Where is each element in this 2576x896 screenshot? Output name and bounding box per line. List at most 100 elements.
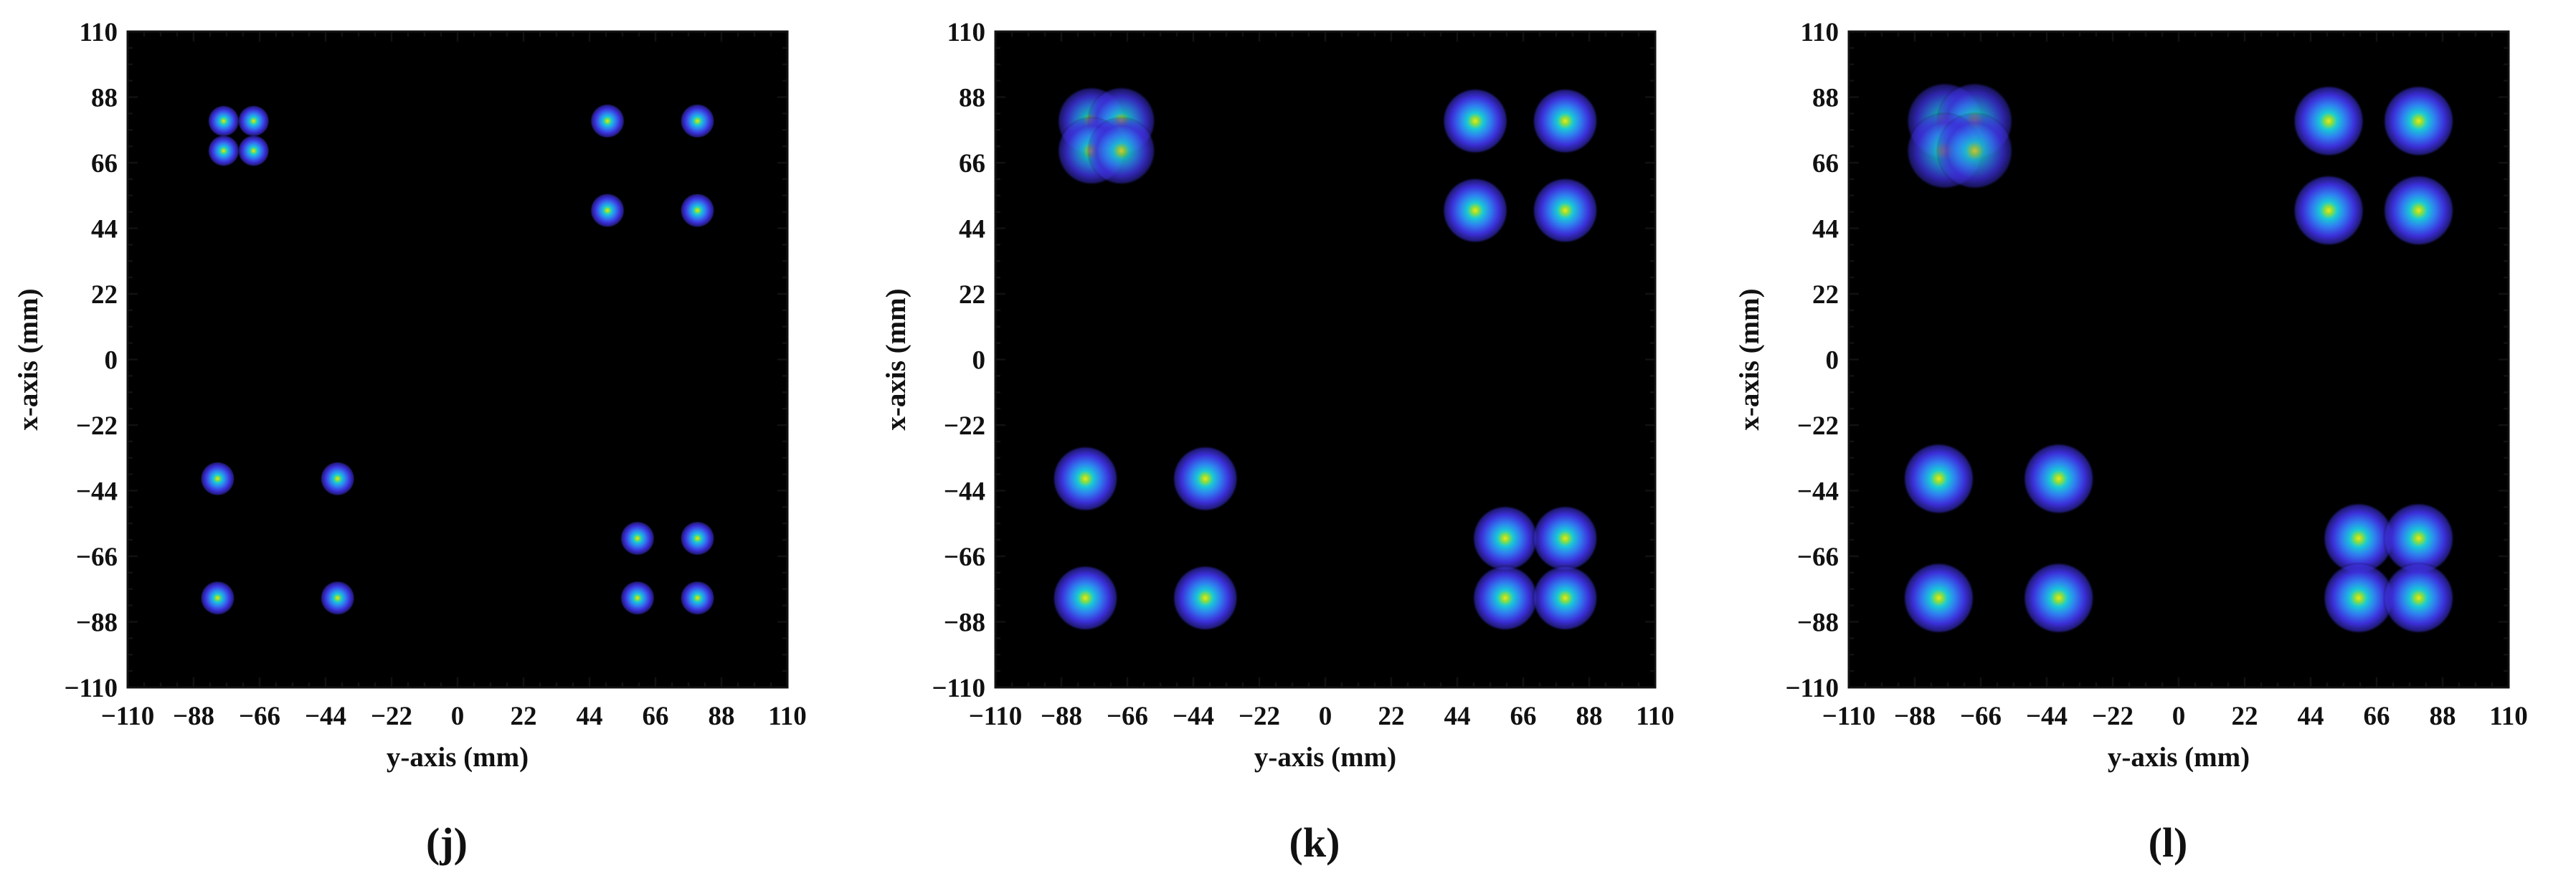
intensity-spot xyxy=(1052,445,1119,513)
x-tick-label: 88 xyxy=(2430,702,2456,731)
x-tick-label: −22 xyxy=(1239,702,1280,731)
intensity-spot xyxy=(590,193,625,228)
heatmap-svg: −110 −88 −66 −44 −22 0 22 44 66 88 110 110 88 66 44 22 0… xyxy=(881,18,1675,866)
y-tick-label: 110 xyxy=(80,18,118,47)
x-tick-label: −44 xyxy=(2026,702,2068,731)
intensity-spot xyxy=(200,581,235,616)
intensity-spot xyxy=(207,105,240,137)
y-axis-label: x-axis (mm) xyxy=(1734,288,1765,430)
tick-marks xyxy=(126,30,789,689)
intensity-spot xyxy=(1532,87,1599,154)
intensity-spot xyxy=(590,103,625,138)
intensity-spot xyxy=(200,461,235,496)
heatmap-panel-l: −110 −88 −66 −44 −22 0 22 44 66 88 110 110 88 66 44 22 0… xyxy=(1721,0,2575,896)
x-axis-label: y-axis (mm) xyxy=(387,742,529,773)
x-tick-label: −66 xyxy=(239,702,280,731)
x-tick-label: 22 xyxy=(1378,702,1405,731)
y-tick-label: 0 xyxy=(105,346,118,376)
intensity-spot xyxy=(237,135,270,167)
x-tick-label: −66 xyxy=(1107,702,1148,731)
x-tick-label: −88 xyxy=(173,702,214,731)
intensity-spot xyxy=(680,520,715,556)
x-axis-label: y-axis (mm) xyxy=(1254,742,1396,773)
y-tick-label: −22 xyxy=(76,411,118,441)
y-tick-label: −44 xyxy=(944,477,985,507)
y-axis-label: x-axis (mm) xyxy=(881,288,911,430)
intensity-spot xyxy=(1532,505,1599,572)
x-tick-label: 0 xyxy=(2172,702,2186,731)
intensity-spot xyxy=(1172,445,1239,513)
x-tick-label: −110 xyxy=(969,702,1023,731)
y-tick-label: 0 xyxy=(1826,346,1839,376)
heatmap-svg: −110 −88 −66 −44 −22 0 22 44 66 88 110 110 88 66 44 22 0… xyxy=(13,18,807,866)
x-tick-label: −22 xyxy=(2092,702,2134,731)
y-tick-label: −44 xyxy=(76,477,118,507)
x-tick-label: 110 xyxy=(768,702,806,731)
x-tick-label: 44 xyxy=(1444,702,1471,731)
y-tick-label: −110 xyxy=(64,674,118,703)
intensity-spot xyxy=(680,103,715,138)
intensity-spot xyxy=(1472,565,1539,632)
y-tick-label: −22 xyxy=(944,411,985,441)
x-tick-label: 44 xyxy=(2298,702,2324,731)
x-tick-label: 110 xyxy=(1636,702,1674,731)
intensity-spot xyxy=(1903,442,1975,515)
heatmap-panel-j: −110 −88 −66 −44 −22 0 22 44 66 88 110 110 88 66 44 22 0… xyxy=(0,0,853,896)
y-tick-label: 0 xyxy=(972,346,986,376)
x-axis-label: y-axis (mm) xyxy=(2108,742,2250,773)
x-tick-label: 66 xyxy=(1510,702,1537,731)
panel-label: (k) xyxy=(1289,819,1340,866)
intensity-spot xyxy=(2382,502,2455,575)
panel-label: (l) xyxy=(2149,819,2188,866)
x-tick-label: 0 xyxy=(451,702,465,731)
intensity-spot xyxy=(680,193,715,228)
intensity-spot xyxy=(680,581,715,616)
tick-marks xyxy=(1847,30,2510,689)
intensity-spot xyxy=(2022,442,2095,515)
heatmap-panel-k: −110 −88 −66 −44 −22 0 22 44 66 88 110 110 88 66 44 22 0… xyxy=(868,0,1721,896)
x-tick-label: 44 xyxy=(577,702,603,731)
y-tick-label: −66 xyxy=(944,543,985,572)
x-tick-label: 88 xyxy=(1576,702,1603,731)
intensity-spot xyxy=(2382,174,2455,247)
x-tick-label: −110 xyxy=(101,702,155,731)
intensity-spot xyxy=(1936,112,2014,190)
x-tick-label: 88 xyxy=(709,702,735,731)
y-tick-label: −88 xyxy=(944,609,985,638)
intensity-spot xyxy=(2322,502,2395,575)
intensity-spot xyxy=(2382,562,2455,634)
x-tick-label: 66 xyxy=(2364,702,2390,731)
x-tick-label: −110 xyxy=(1822,702,1876,731)
x-tick-label: −22 xyxy=(371,702,412,731)
intensity-spot xyxy=(320,581,355,616)
y-tick-label: 44 xyxy=(1812,215,1839,244)
intensity-spot xyxy=(1532,177,1599,244)
y-tick-label: 44 xyxy=(91,215,118,244)
y-tick-label: 110 xyxy=(947,18,985,47)
intensity-spot xyxy=(320,461,355,496)
y-tick-label: −66 xyxy=(1797,543,1839,572)
spot-layer xyxy=(200,103,715,616)
y-tick-label: −44 xyxy=(1797,477,1839,507)
y-tick-label: 22 xyxy=(959,280,985,310)
intensity-spot xyxy=(2022,562,2095,634)
plot-area xyxy=(128,32,787,687)
intensity-spot xyxy=(2322,562,2395,634)
y-tick-label: 66 xyxy=(959,149,985,178)
intensity-spot xyxy=(1052,565,1119,632)
y-tick-label: −110 xyxy=(932,674,985,703)
y-tick-label: −22 xyxy=(1797,411,1839,441)
intensity-spot xyxy=(1172,565,1239,632)
intensity-spot xyxy=(237,105,270,137)
x-tick-label: −88 xyxy=(1894,702,1936,731)
y-tick-label: 22 xyxy=(1812,280,1839,310)
y-tick-label: 88 xyxy=(959,84,985,113)
x-tick-label: −44 xyxy=(1173,702,1214,731)
intensity-spot xyxy=(620,581,655,616)
x-tick-label: −44 xyxy=(305,702,346,731)
y-tick-label: 66 xyxy=(1812,149,1839,178)
intensity-spot xyxy=(1086,116,1156,186)
x-tick-label: 22 xyxy=(511,702,537,731)
intensity-spot xyxy=(1472,505,1539,572)
panel-label: (j) xyxy=(426,819,468,866)
